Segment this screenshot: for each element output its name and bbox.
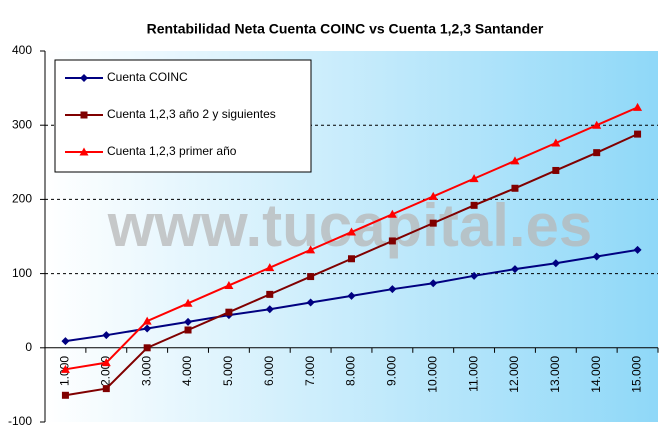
x-tick-label: 15.000 [630, 356, 644, 393]
marker [80, 74, 88, 82]
marker [143, 344, 151, 352]
watermark: www.tucapital.es [107, 192, 593, 259]
marker [79, 147, 89, 156]
x-tick-label: 12.000 [507, 356, 521, 393]
x-tick-label: 14.000 [589, 356, 603, 393]
marker [387, 209, 397, 218]
marker [142, 316, 152, 325]
marker [429, 219, 437, 227]
x-tick-label: 5.000 [221, 356, 235, 386]
marker [388, 237, 396, 245]
marker [225, 308, 233, 316]
marker [551, 259, 560, 268]
marker [428, 191, 438, 200]
marker [552, 166, 560, 174]
marker [306, 245, 316, 254]
x-tick-label: 11.000 [466, 356, 480, 392]
marker [224, 280, 234, 289]
marker [347, 227, 356, 236]
y-tick-label: 100 [12, 266, 32, 280]
legend-label: Cuenta 1,2,3 primer año [107, 144, 237, 158]
marker [184, 326, 192, 334]
marker [510, 156, 520, 165]
y-tick-label: 200 [12, 192, 32, 206]
marker [593, 149, 601, 157]
x-tick-label: 3.000 [139, 356, 153, 386]
marker [592, 120, 602, 129]
marker [511, 184, 519, 192]
legend-label: Cuenta 1,2,3 año 2 y siguientes [107, 107, 276, 121]
marker [633, 245, 642, 254]
marker [102, 385, 110, 393]
marker [143, 324, 152, 333]
x-tick-label: 6.000 [262, 356, 276, 386]
marker [265, 305, 274, 314]
x-tick-label: 7.000 [303, 356, 317, 386]
marker [348, 255, 355, 263]
marker [80, 111, 88, 119]
marker [61, 337, 70, 346]
marker [102, 331, 111, 340]
marker [60, 364, 70, 373]
legend-label: Cuenta COINC [107, 70, 188, 84]
marker [265, 263, 275, 272]
marker [306, 298, 315, 307]
marker [634, 130, 642, 138]
chart-title: Rentabilidad Neta Cuenta COINC vs Cuenta… [147, 21, 544, 37]
marker [592, 252, 601, 261]
y-tick-label: 300 [12, 117, 32, 131]
marker [388, 285, 397, 294]
marker [429, 279, 438, 288]
legend: Cuenta COINC Cuenta 1,2,3 año 2 y siguien… [54, 59, 312, 173]
marker [101, 358, 111, 367]
y-tick-label: -100 [8, 414, 32, 428]
marker [469, 174, 479, 183]
x-tick-label: 9.000 [385, 356, 399, 386]
marker [633, 102, 643, 111]
x-tick-label: 13.000 [548, 356, 562, 393]
marker [307, 273, 315, 281]
marker [510, 265, 519, 274]
marker [551, 138, 561, 147]
marker [61, 391, 69, 399]
marker [347, 291, 356, 300]
marker [183, 298, 193, 307]
x-tick-label: 4.000 [180, 356, 194, 386]
y-tick-label: 0 [25, 340, 32, 354]
x-tick-label: 8.000 [344, 356, 358, 386]
x-tick-label: 10.000 [425, 356, 439, 393]
marker [184, 317, 193, 326]
y-tick-label: 400 [12, 43, 32, 57]
marker [266, 290, 274, 298]
marker [470, 271, 479, 280]
marker [470, 201, 478, 209]
